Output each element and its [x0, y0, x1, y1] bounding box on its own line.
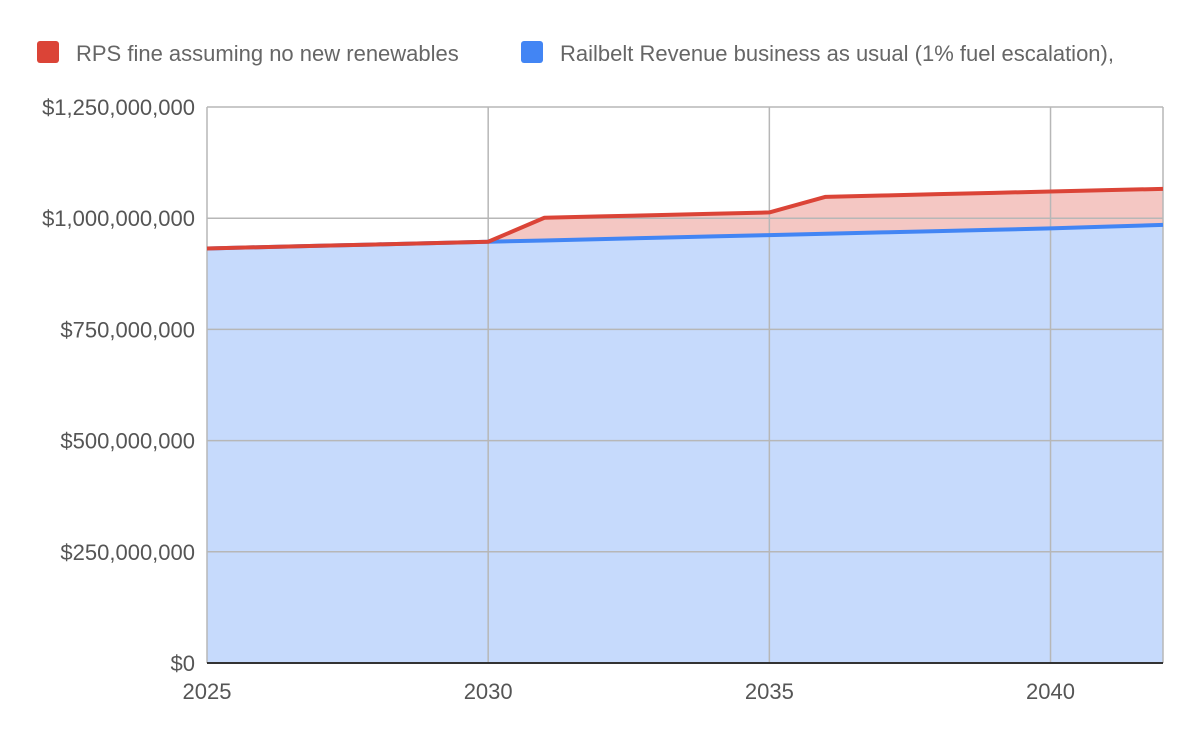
series-line [206, 186, 1164, 251]
x-tick-label: 2035 [745, 679, 794, 704]
plot-fills [207, 188, 1163, 663]
y-tick-label: $1,000,000,000 [42, 206, 195, 231]
legend-swatch-railbelt-revenue [521, 41, 543, 63]
x-tick-label: 2030 [464, 679, 513, 704]
y-tick-label: $750,000,000 [60, 317, 195, 342]
x-axis-ticks: 2025 2030 2035 2040 [183, 679, 1075, 704]
gridlines [206, 106, 1164, 663]
legend-label-rps-fine: RPS fine assuming no new renewables [76, 41, 459, 66]
y-tick-label: $250,000,000 [60, 540, 195, 565]
legend-swatch-rps-fine [37, 41, 59, 63]
legend-label-railbelt-revenue: Railbelt Revenue business as usual (1% f… [560, 41, 1114, 66]
legend: RPS fine assuming no new renewables Rail… [37, 41, 1114, 66]
x-tick-label: 2040 [1026, 679, 1075, 704]
x-tick-label: 2025 [183, 679, 232, 704]
area-fill-railbelt-revenue [207, 224, 1163, 663]
series-lines [206, 186, 1164, 251]
y-axis-ticks: $0 $250,000,000 $500,000,000 $750,000,000 $1… [42, 95, 195, 676]
y-tick-label: $500,000,000 [60, 429, 195, 454]
y-tick-label: $1,250,000,000 [42, 95, 195, 120]
y-tick-label: $0 [171, 651, 195, 676]
